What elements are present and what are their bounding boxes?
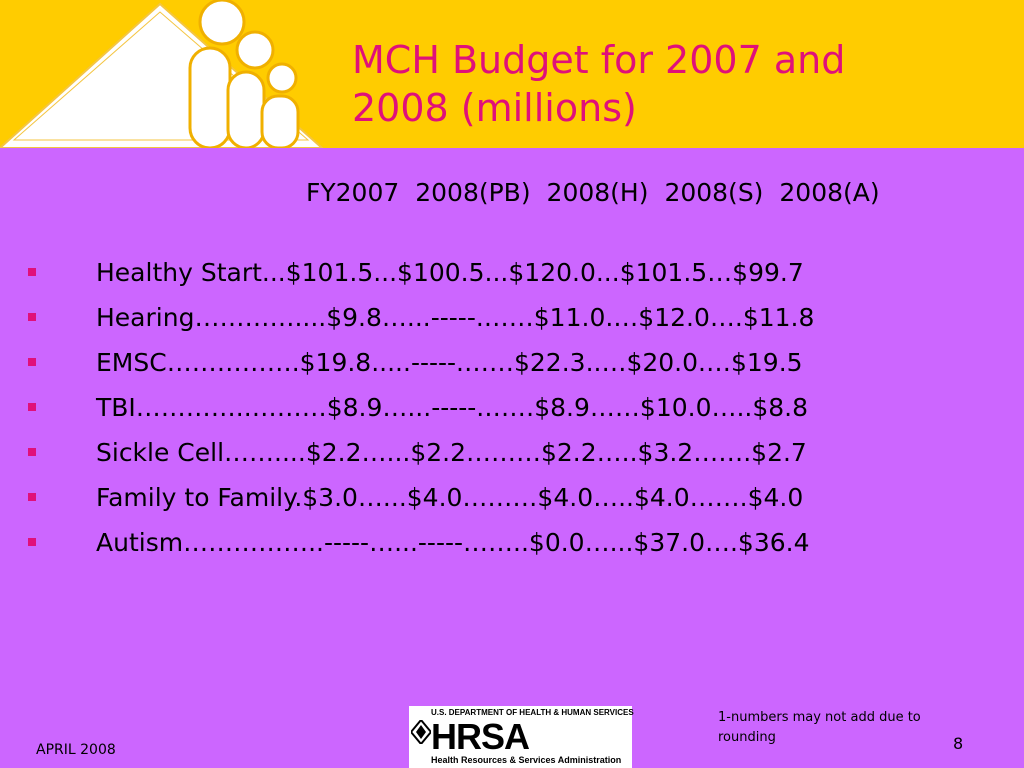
budget-list: Healthy Start...$101.5...$100.5...$120.0…	[28, 250, 1008, 565]
family-logo-icon	[0, 0, 324, 148]
list-item-text: Healthy Start...$101.5...$100.5...$120.0…	[96, 258, 804, 287]
square-bullet-icon	[28, 358, 36, 366]
hrsa-subtitle: Health Resources & Services Administrati…	[431, 755, 622, 765]
column-header: 2008(PB)	[415, 178, 531, 207]
square-bullet-icon	[28, 538, 36, 546]
page-number: 8	[953, 734, 964, 753]
list-item-text: Family to Family.$3.0…...$4.0………$4.0…..$…	[96, 483, 804, 512]
list-item: Healthy Start...$101.5...$100.5...$120.0…	[28, 250, 1008, 295]
list-item-text: Sickle Cell……....$2.2…...$2.2………$2.2…..$…	[96, 438, 807, 467]
column-header: 2008(H)	[546, 178, 649, 207]
square-bullet-icon	[28, 403, 36, 411]
header-bar: MCH Budget for 2007 and 2008 (millions)	[0, 0, 1024, 148]
list-item: Family to Family.$3.0…...$4.0………$4.0…..$…	[28, 475, 1008, 520]
list-item-text: Autism……………..-----…...-----……..$0.0…...$…	[96, 528, 810, 557]
slide-date: APRIL 2008	[36, 742, 116, 758]
column-header: 2008(S)	[664, 178, 764, 207]
list-item: Sickle Cell……....$2.2…...$2.2………$2.2…..$…	[28, 430, 1008, 475]
column-header: FY2007	[306, 178, 400, 207]
list-item-text: Hearing…………....$9.8…...-----.……$11.0.…$1…	[96, 303, 815, 332]
column-header: 2008(A)	[779, 178, 880, 207]
hrsa-logo: U.S. DEPARTMENT OF HEALTH & HUMAN SERVIC…	[409, 706, 634, 768]
list-item: Hearing…………....$9.8…...-----.……$11.0.…$1…	[28, 295, 1008, 340]
square-bullet-icon	[28, 313, 36, 321]
column-headers: FY2007 2008(PB) 2008(H) 2008(S) 2008(A)	[306, 178, 888, 207]
slide-title: MCH Budget for 2007 and 2008 (millions)	[352, 38, 846, 130]
square-bullet-icon	[28, 448, 36, 456]
hrsa-department-text: U.S. DEPARTMENT OF HEALTH & HUMAN SERVIC…	[431, 708, 634, 717]
square-bullet-icon	[28, 493, 36, 501]
list-item: EMSC…………….$19.8.....-----.……$22.3..…$20.…	[28, 340, 1008, 385]
list-item: TBI…………..………$8.9…...-----.……$8.9……$10.0……	[28, 385, 1008, 430]
square-bullet-icon	[28, 268, 36, 276]
list-item-text: EMSC…………….$19.8.....-----.……$22.3..…$20.…	[96, 348, 803, 377]
list-item-text: TBI…………..………$8.9…...-----.……$8.9……$10.0……	[96, 393, 809, 422]
list-item: Autism……………..-----…...-----……..$0.0…...$…	[28, 520, 1008, 565]
hhs-emblem-icon	[411, 720, 431, 744]
hrsa-acronym: HRSA	[431, 716, 530, 757]
footnote: 1-numbers may not add due to rounding	[718, 710, 921, 745]
